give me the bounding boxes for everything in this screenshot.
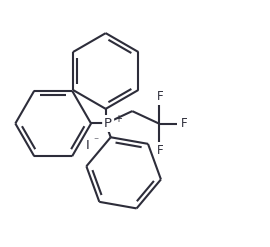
Text: I: I <box>86 139 89 152</box>
Text: F: F <box>157 144 163 157</box>
Text: ⁻: ⁻ <box>93 136 98 146</box>
Text: +: + <box>114 114 122 124</box>
Text: P: P <box>104 117 112 130</box>
Text: F: F <box>181 117 187 130</box>
Text: F: F <box>157 90 163 103</box>
